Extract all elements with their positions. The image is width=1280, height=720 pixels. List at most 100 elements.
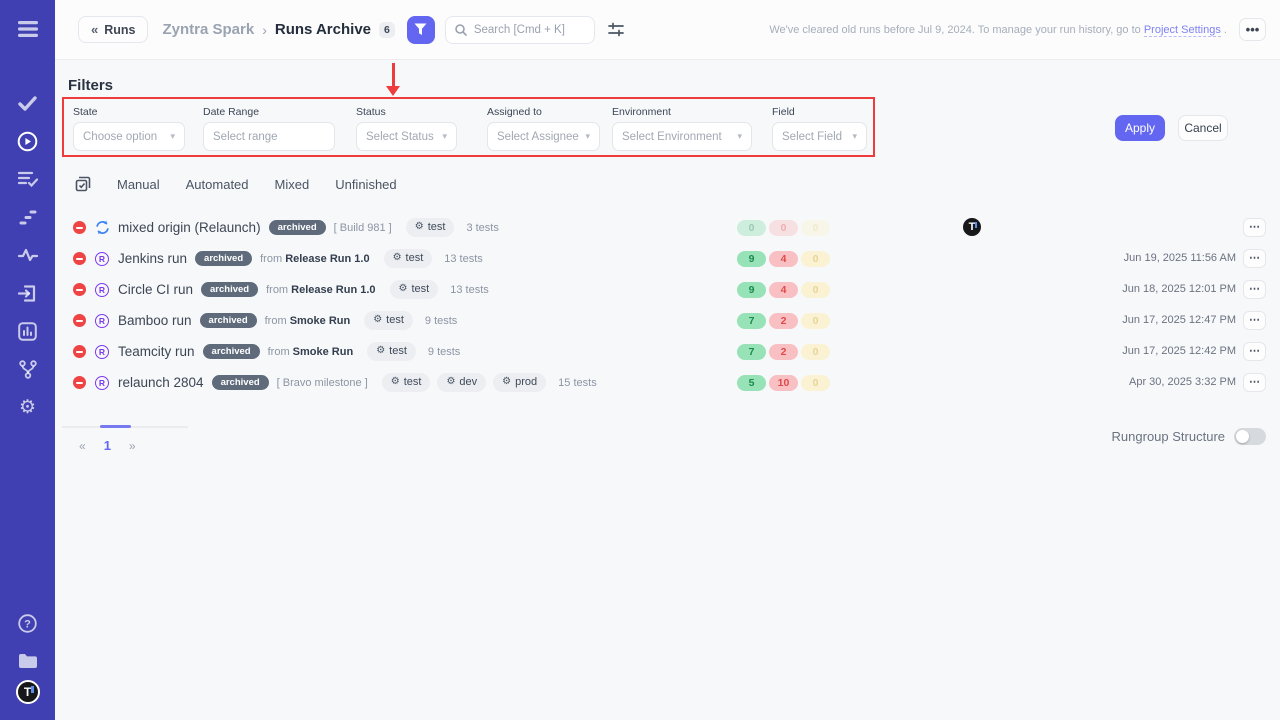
run-name[interactable]: relaunch 2804 (118, 375, 204, 390)
run-row: mixed origin (Relaunch) archived [ Build… (55, 212, 1280, 243)
run-counts: 9 4 0 (737, 281, 830, 298)
passed-count: 7 (737, 312, 766, 329)
tab-mixed[interactable]: Mixed (274, 176, 310, 192)
rungroup-structure-toggle[interactable] (1234, 428, 1266, 445)
run-date: Jun 17, 2025 12:42 PM (1122, 345, 1236, 357)
other-count: 0 (801, 343, 830, 360)
filter-field-label: Status (356, 106, 386, 118)
filter-field-placeholder: Choose option (83, 130, 158, 143)
filter-field: Status Select Status ▾ (356, 106, 457, 151)
tab-unfinished[interactable]: Unfinished (335, 176, 397, 192)
archived-badge: archived (195, 251, 253, 266)
run-date: Apr 30, 2025 3:32 PM (1128, 376, 1236, 388)
run-name[interactable]: mixed origin (Relaunch) (118, 220, 261, 235)
run-from: from Release Run 1.0 (266, 283, 376, 296)
gear-icon: ⚙ (376, 345, 386, 357)
gear-icon: ⚙ (414, 221, 424, 233)
tag-pill: ⚙ test (381, 373, 431, 392)
bar-chart-icon[interactable] (0, 312, 55, 350)
archived-state-icon (73, 314, 86, 327)
apply-button[interactable]: Apply (1115, 115, 1165, 141)
run-date: Jun 18, 2025 12:01 PM (1122, 283, 1236, 295)
run-from: from Smoke Run (264, 314, 351, 327)
folder-icon[interactable] (0, 642, 55, 680)
row-more-button[interactable]: ⋯ (1243, 311, 1266, 330)
run-type-icon: R (94, 251, 110, 267)
branch-icon[interactable] (0, 350, 55, 388)
gear-icon[interactable]: ⚙ (18, 396, 37, 418)
filter-field-control[interactable]: Select Assignee ▾ (487, 122, 600, 151)
filter-field-control[interactable]: Select Environment ▾ (612, 122, 752, 151)
run-name[interactable]: Circle CI run (118, 282, 194, 297)
select-all-icon[interactable] (75, 176, 91, 192)
passed-count: 9 (737, 281, 766, 298)
row-more-button[interactable]: ⋯ (1243, 342, 1266, 361)
header-more-button[interactable]: ••• (1239, 18, 1266, 41)
run-counts: 7 2 0 (737, 343, 830, 360)
passed-count: 0 (737, 219, 766, 236)
project-settings-link[interactable]: Project Settings (1143, 23, 1221, 37)
breadcrumb-separator: › (262, 21, 267, 38)
help-icon[interactable]: ? (0, 604, 55, 642)
search-box[interactable] (444, 15, 595, 44)
failed-count: 10 (769, 374, 798, 391)
run-tags: ⚙ test (364, 311, 413, 330)
run-name[interactable]: Jenkins run (118, 251, 188, 266)
tests-count: 13 tests (450, 283, 489, 296)
page-prev-button[interactable]: « (79, 438, 86, 453)
back-to-runs-button[interactable]: « Runs (78, 16, 149, 43)
pager-indicator (62, 425, 188, 428)
assignee-avatar[interactable]: T (963, 218, 981, 236)
page-next-button[interactable]: » (128, 438, 136, 453)
gear-icon: ⚙ (502, 376, 512, 388)
row-more-button[interactable]: ⋯ (1243, 249, 1266, 268)
cancel-button[interactable]: Cancel (1178, 115, 1228, 141)
tab-manual[interactable]: Manual (117, 176, 160, 192)
import-icon[interactable] (0, 274, 55, 312)
search-input[interactable] (473, 23, 585, 36)
row-more-button[interactable]: ⋯ (1243, 373, 1266, 392)
svg-text:?: ? (24, 618, 31, 630)
filter-field-control[interactable]: Select Status ▾ (356, 122, 457, 151)
filter-button[interactable] (406, 15, 435, 44)
tab-automated[interactable]: Automated (185, 176, 249, 192)
filter-field: Date Range Select range (203, 106, 335, 151)
breadcrumb-project[interactable]: Zyntra Spark (162, 21, 255, 38)
pulse-icon[interactable] (0, 236, 55, 274)
row-more-button[interactable]: ⋯ (1243, 218, 1266, 237)
filter-field-control[interactable]: Select range (203, 122, 335, 151)
cleared-runs-notice: We've cleared old runs before Jul 9, 202… (769, 23, 1227, 37)
failed-count: 2 (769, 343, 798, 360)
run-row: R Bamboo run archived from Smoke Run ⚙ te… (55, 305, 1280, 336)
run-extra: [ Bravo milestone ] (276, 376, 368, 389)
gear-icon: ⚙ (446, 376, 456, 388)
run-row: R Jenkins run archived from Release Run … (55, 243, 1280, 274)
menu-icon[interactable] (0, 10, 55, 48)
list-check-icon[interactable] (0, 160, 55, 198)
tests-count: 3 tests (466, 221, 499, 234)
chevron-down-icon: ▾ (170, 131, 175, 141)
play-circle-icon[interactable] (0, 122, 55, 160)
archived-badge: archived (201, 282, 259, 297)
run-name[interactable]: Teamcity run (118, 344, 195, 359)
passed-count: 7 (737, 343, 766, 360)
run-row: R Circle CI run archived from Release Ru… (55, 274, 1280, 305)
run-tags: ⚙ test (367, 342, 416, 361)
filters-panel-highlight: State Choose option ▾ Date Range Select … (62, 97, 875, 157)
run-extra: [ Build 981 ] (333, 221, 392, 234)
run-type-icon: R (94, 344, 110, 360)
check-icon[interactable] (0, 84, 55, 122)
main-content: Filters State Choose option ▾ Date Range… (55, 60, 1280, 720)
filter-field-label: Field (772, 106, 795, 118)
user-avatar[interactable]: T (15, 680, 40, 704)
run-date: Jun 17, 2025 12:47 PM (1122, 314, 1236, 326)
run-tags: ⚙ test (383, 249, 433, 268)
sliders-icon[interactable] (607, 22, 624, 37)
filter-field-control[interactable]: Select Field ▾ (772, 122, 867, 151)
steps-icon[interactable] (0, 198, 55, 236)
filter-field-control[interactable]: Choose option ▾ (73, 122, 185, 151)
page-number[interactable]: 1 (103, 438, 111, 453)
archived-state-icon (73, 283, 86, 296)
run-name[interactable]: Bamboo run (118, 313, 192, 328)
row-more-button[interactable]: ⋯ (1243, 280, 1266, 299)
